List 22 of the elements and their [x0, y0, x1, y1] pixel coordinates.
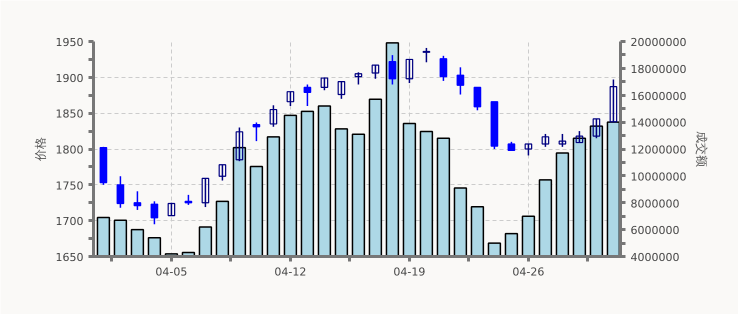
y2-tick-label: 20000000: [630, 36, 686, 49]
y-tick-label: 1950: [56, 36, 84, 49]
y2-tick-label: 12000000: [630, 144, 686, 156]
y2-axis-title: 成交额: [694, 131, 708, 167]
y2-tick-label: 8000000: [630, 197, 680, 210]
y-axis-title: 价格: [34, 137, 48, 162]
y-tick-label: 1800: [56, 144, 84, 156]
y2-tick-label: 18000000: [630, 62, 686, 76]
y2-tick-label: 10000000: [630, 170, 686, 184]
y-tick-label: 1900: [56, 72, 84, 85]
y-tick-label: 1700: [56, 215, 84, 228]
y-tick-label: 1750: [56, 179, 84, 192]
y-tick-label: 1650: [56, 251, 84, 264]
y2-tick-label: 4000000: [630, 251, 680, 264]
x-tick-label: 04-05: [155, 266, 188, 278]
y2-tick-label: 14000000: [630, 116, 686, 130]
y2-tick-label: 16000000: [630, 90, 686, 103]
y-tick-label: 1850: [56, 108, 84, 121]
x-tick-label: 04-12: [274, 266, 306, 278]
x-tick-label: 04-19: [393, 266, 426, 278]
x-tick-label: 04-26: [512, 266, 544, 278]
y2-tick-label: 6000000: [630, 224, 680, 238]
